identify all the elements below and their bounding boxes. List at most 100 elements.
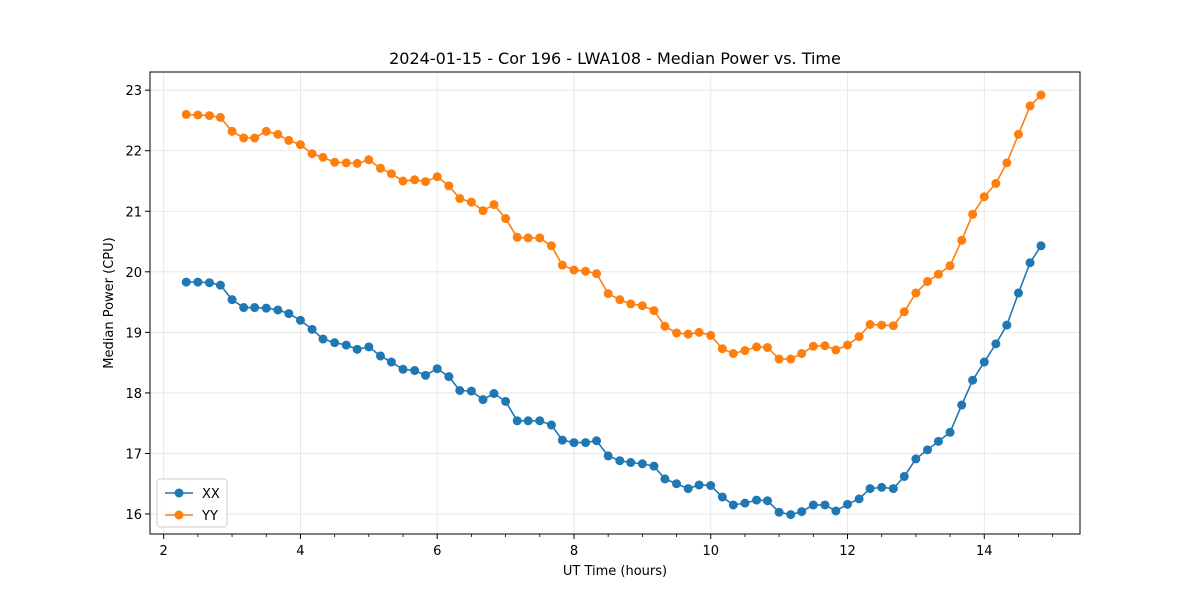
x-tick-label: 14 xyxy=(976,544,993,559)
data-point-yy xyxy=(899,307,909,317)
data-point-xx xyxy=(250,303,260,313)
y-tick-label: 21 xyxy=(125,205,142,220)
data-point-xx xyxy=(227,295,237,305)
data-point-yy xyxy=(193,110,203,120)
x-tick-label: 6 xyxy=(433,544,441,559)
data-point-xx xyxy=(410,366,420,376)
data-point-xx xyxy=(717,492,727,502)
data-point-yy xyxy=(364,155,374,165)
data-point-yy xyxy=(752,342,762,352)
data-point-xx xyxy=(318,334,328,344)
y-tick-label: 20 xyxy=(125,266,142,281)
data-point-xx xyxy=(911,454,921,464)
data-point-xx xyxy=(660,474,670,484)
data-point-xx xyxy=(466,386,476,396)
data-point-xx xyxy=(888,484,898,494)
data-point-yy xyxy=(295,140,305,150)
data-point-yy xyxy=(694,327,704,337)
data-point-yy xyxy=(261,126,271,136)
y-tick-label: 18 xyxy=(125,387,142,402)
data-point-xx xyxy=(683,484,693,494)
data-point-xx xyxy=(432,364,442,374)
legend-label-yy: YY xyxy=(201,509,218,524)
data-point-xx xyxy=(865,484,875,494)
data-point-xx xyxy=(843,499,852,509)
data-point-yy xyxy=(455,194,465,204)
data-point-yy xyxy=(330,157,340,167)
data-point-yy xyxy=(649,306,659,316)
data-point-yy xyxy=(968,209,978,219)
data-point-xx xyxy=(786,510,796,520)
data-point-xx xyxy=(592,436,602,446)
data-point-yy xyxy=(991,178,1001,188)
data-point-yy xyxy=(466,197,476,207)
y-tick-label: 23 xyxy=(125,84,142,99)
data-point-yy xyxy=(888,321,898,331)
data-point-yy xyxy=(957,235,967,245)
data-point-xx xyxy=(831,506,841,516)
data-point-xx xyxy=(501,396,511,406)
data-point-yy xyxy=(1036,90,1046,100)
data-point-xx xyxy=(557,435,567,445)
data-point-xx xyxy=(706,481,716,491)
data-point-yy xyxy=(660,321,670,331)
data-point-yy xyxy=(535,233,545,243)
data-point-yy xyxy=(557,260,567,270)
x-tick-label: 10 xyxy=(702,544,719,559)
legend-marker-yy xyxy=(174,510,184,520)
data-point-xx xyxy=(204,278,214,288)
y-axis-label: Median Power (CPU) xyxy=(102,237,117,368)
data-point-xx xyxy=(398,364,408,374)
data-point-xx xyxy=(877,482,887,492)
data-point-yy xyxy=(1025,101,1035,111)
data-point-yy xyxy=(273,129,283,139)
data-point-xx xyxy=(421,370,431,380)
data-point-xx xyxy=(330,338,340,348)
data-point-yy xyxy=(683,329,693,339)
data-point-xx xyxy=(979,357,989,367)
data-point-xx xyxy=(535,416,545,426)
data-point-xx xyxy=(945,427,955,437)
data-point-yy xyxy=(444,181,454,191)
y-tick-label: 19 xyxy=(125,326,142,341)
data-point-xx xyxy=(968,375,978,385)
data-point-yy xyxy=(523,233,533,243)
data-point-xx xyxy=(615,456,625,466)
data-point-yy xyxy=(877,320,887,330)
data-point-yy xyxy=(569,265,579,275)
data-point-yy xyxy=(933,269,943,279)
data-point-xx xyxy=(455,386,465,395)
data-point-yy xyxy=(762,343,772,352)
chart-title: 2024-01-15 - Cor 196 - LWA108 - Median P… xyxy=(389,49,841,68)
legend: XX YY xyxy=(156,478,228,528)
data-point-yy xyxy=(375,163,385,173)
data-point-yy xyxy=(854,332,864,342)
data-point-xx xyxy=(341,340,351,350)
data-point-yy xyxy=(512,232,522,242)
data-point-yy xyxy=(204,111,214,121)
data-point-xx xyxy=(239,303,249,313)
data-point-xx xyxy=(762,496,772,506)
data-point-xx xyxy=(603,451,613,461)
data-point-xx xyxy=(295,315,305,325)
data-point-yy xyxy=(1013,129,1023,139)
data-point-yy xyxy=(740,346,750,356)
data-point-xx xyxy=(1025,258,1035,268)
data-point-xx xyxy=(672,479,682,489)
data-point-xx xyxy=(808,500,818,510)
data-point-yy xyxy=(797,349,807,359)
data-point-xx xyxy=(386,357,396,367)
data-point-xx xyxy=(352,344,362,354)
data-point-yy xyxy=(239,133,249,143)
data-point-xx xyxy=(957,400,967,410)
data-point-xx xyxy=(752,495,762,505)
data-point-yy xyxy=(831,345,841,355)
data-point-yy xyxy=(808,341,818,351)
data-point-xx xyxy=(375,351,385,361)
data-point-xx xyxy=(991,339,1001,349)
data-point-yy xyxy=(615,295,625,305)
data-point-yy xyxy=(215,112,225,122)
data-point-yy xyxy=(603,289,613,299)
data-point-xx xyxy=(1002,320,1012,330)
